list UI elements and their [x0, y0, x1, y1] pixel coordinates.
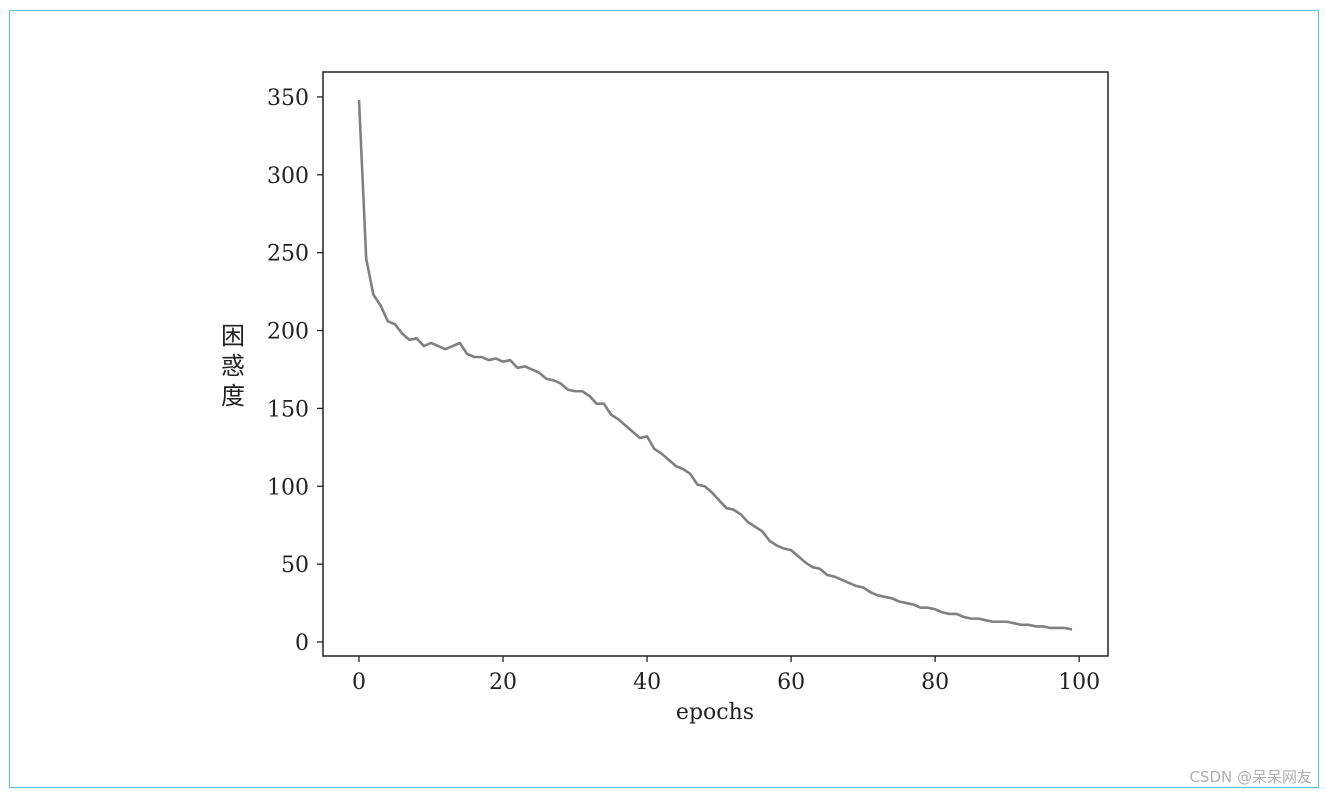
plot-area — [322, 71, 1109, 657]
x-tick-label: 100 — [1058, 670, 1100, 695]
x-tick-label: 40 — [633, 670, 661, 695]
x-tick-label: 20 — [489, 670, 517, 695]
y-tick-label: 300 — [267, 164, 309, 189]
x-tick-label: 60 — [777, 670, 805, 695]
y-tick-label: 350 — [267, 86, 309, 111]
y-tick-label: 150 — [267, 397, 309, 422]
y-tick-label: 50 — [281, 553, 309, 578]
y-axis-label-char: 惑 — [221, 352, 245, 380]
axis-ticks: 0 20 40 60 80 100 0 50 100 150 200 250 300 350 — [267, 86, 1100, 695]
x-tick-label: 0 — [352, 670, 366, 695]
y-axis-label: 困惑度 — [221, 322, 245, 410]
series-line-0 — [357, 99, 1073, 631]
axes-frame — [322, 71, 1109, 657]
y-tick-label: 100 — [267, 475, 309, 500]
y-axis-label-char: 困 — [221, 322, 245, 350]
image-frame — [9, 10, 1319, 788]
y-tick-label: 0 — [295, 631, 309, 656]
y-tick-label: 200 — [267, 320, 309, 345]
y-axis-label-char: 度 — [221, 382, 245, 410]
x-tick-label: 80 — [921, 670, 949, 695]
y-tick-label: 250 — [267, 242, 309, 267]
watermark: CSDN @呆呆网友 — [1189, 768, 1312, 786]
x-axis-label: epochs — [676, 700, 754, 725]
